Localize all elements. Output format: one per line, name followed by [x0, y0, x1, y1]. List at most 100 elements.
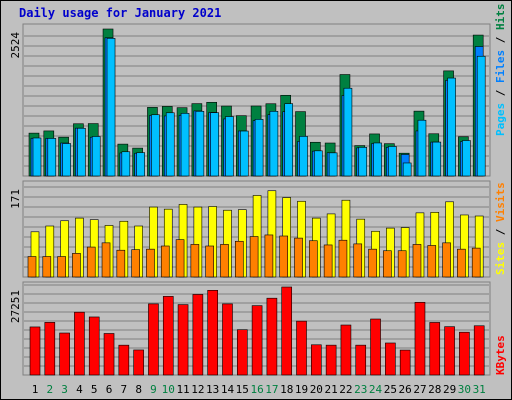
day-label: 13: [206, 383, 219, 396]
pages-bar: [269, 111, 279, 177]
pages-bar: [32, 137, 42, 177]
kbytes-bar: [236, 329, 248, 376]
visits-bar: [397, 250, 407, 278]
pages-bar: [77, 127, 86, 177]
kbytes-bar: [88, 316, 100, 376]
visits-bar: [205, 245, 214, 278]
visits-bar: [368, 248, 377, 278]
kbytes-bar: [370, 318, 381, 376]
day-label: 12: [191, 383, 204, 396]
pages-bar: [402, 162, 412, 177]
legend-item-files: Files: [494, 50, 507, 83]
kbytes-bar: [399, 349, 411, 376]
visits-bar: [72, 253, 81, 278]
kbytes-bar: [177, 304, 189, 376]
panel-kbytes-max-label: 27251: [9, 290, 22, 323]
day-label: 24: [369, 383, 383, 396]
kbytes-bar: [385, 342, 396, 376]
day-label: 19: [295, 383, 308, 396]
visits-bar: [220, 244, 229, 278]
day-label: 29: [443, 383, 456, 396]
day-label: 7: [121, 383, 128, 396]
visits-bar: [323, 244, 333, 278]
visits-bar: [294, 237, 303, 278]
pages-bar: [343, 87, 353, 177]
day-label: 17: [265, 383, 278, 396]
day-label: 26: [399, 383, 412, 396]
visits-bar: [264, 234, 274, 278]
day-label: 9: [150, 383, 157, 396]
kbytes-bar: [59, 332, 70, 376]
visits-bar: [383, 250, 392, 278]
kbytes-bar: [192, 294, 204, 376]
kbytes-bar: [325, 344, 337, 376]
pages-bar: [417, 119, 427, 177]
legend-item-pages: Pages: [494, 103, 507, 136]
visits-bar: [427, 245, 437, 278]
kbytes-bar: [44, 322, 56, 376]
kbytes-bar: [459, 331, 470, 376]
kbytes-bar: [162, 296, 174, 376]
pages-bar: [432, 141, 442, 177]
day-label: 25: [384, 383, 397, 396]
kbytes-bar: [133, 349, 144, 376]
visits-bar: [471, 247, 481, 278]
day-label: 21: [325, 383, 338, 396]
pages-bar: [225, 116, 234, 177]
kbytes-bar: [473, 325, 485, 376]
pages-bar: [254, 119, 264, 177]
pages-bar: [476, 55, 486, 177]
visits-bar: [57, 256, 66, 278]
kbytes-bar: [296, 320, 307, 376]
pages-bar: [373, 142, 382, 177]
visits-bar: [457, 248, 466, 278]
pages-bar: [462, 140, 471, 177]
visits-bar: [175, 239, 185, 278]
visits-bar: [338, 239, 348, 278]
pages-bar: [165, 112, 175, 177]
visits-bar: [309, 240, 318, 278]
day-label: 27: [413, 383, 426, 396]
legend-kbytes: KBytes: [494, 335, 507, 375]
pages-bar: [358, 147, 368, 177]
day-label: 30: [458, 383, 471, 396]
visits-bar: [279, 235, 289, 278]
day-label: 23: [354, 383, 367, 396]
panel-hits-files-pages-max-label: 2524: [9, 32, 22, 59]
kbytes-bar: [414, 301, 426, 376]
day-label: 3: [61, 383, 68, 396]
pages-bar: [447, 77, 456, 177]
pages-bar: [239, 130, 249, 177]
kbytes-bar: [311, 344, 322, 376]
pages-bar: [136, 152, 145, 177]
day-label: 5: [91, 383, 98, 396]
legend-item-hits: Hits: [494, 4, 507, 31]
day-label: 20: [310, 383, 323, 396]
kbytes-bar: [118, 344, 130, 376]
visits-bar: [131, 249, 140, 278]
day-label: 8: [135, 383, 142, 396]
visits-bar: [160, 245, 170, 278]
kbytes-bar: [340, 324, 352, 376]
day-label: 2: [46, 383, 53, 396]
day-label: 16: [250, 383, 263, 396]
kbytes-bar: [29, 326, 41, 376]
pages-bar: [121, 151, 131, 177]
visits-bar: [249, 236, 259, 278]
day-label: 28: [428, 383, 441, 396]
visits-bar: [27, 256, 37, 278]
day-label: 22: [339, 383, 352, 396]
kbytes-bar: [222, 303, 233, 376]
kbytes-bar: [207, 290, 218, 376]
visits-bar: [86, 246, 96, 278]
legend-separator: /: [494, 83, 507, 103]
pages-bar: [210, 112, 219, 177]
panel-visits-sites-max-label: 171: [9, 189, 22, 209]
pages-bar: [106, 38, 116, 177]
visits-bar: [442, 242, 451, 278]
kbytes-bar: [103, 333, 115, 376]
day-label: 1: [32, 383, 39, 396]
legend-item-kbytes: KBytes: [494, 335, 507, 375]
day-label: 18: [280, 383, 293, 396]
